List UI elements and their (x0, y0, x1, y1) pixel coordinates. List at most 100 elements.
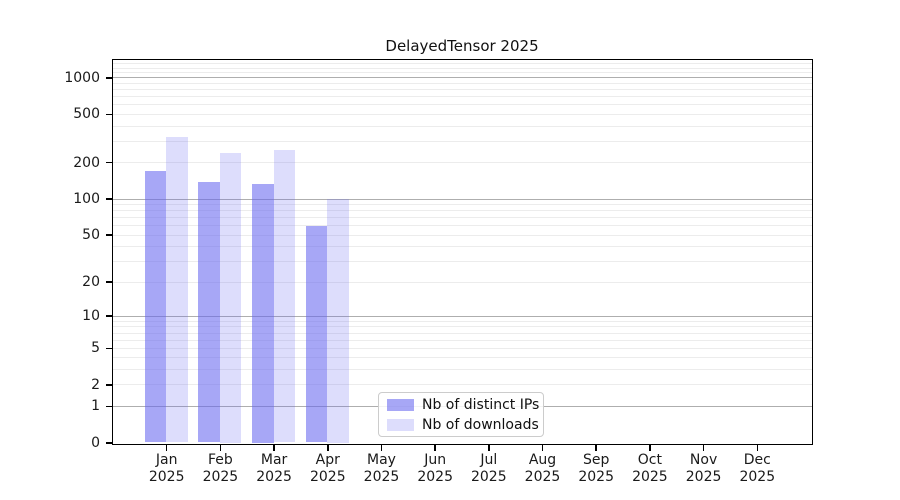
x-tick-month: Mar (260, 452, 288, 468)
y-tick-label: 0 (91, 435, 100, 451)
gridline-minor (112, 67, 812, 69)
y-tick (106, 77, 112, 79)
gridline-minor (112, 63, 812, 65)
gridline-major (112, 198, 812, 200)
x-tick (488, 444, 490, 451)
y-tick (106, 161, 112, 164)
x-tick-month: Jun (424, 452, 447, 468)
y-tick-label: 200 (73, 154, 100, 171)
x-tick (327, 444, 329, 451)
y-tick-label: 1 (91, 398, 100, 415)
x-tick-label: Sep 2025 (561, 452, 631, 486)
x-tick-label: Apr 2025 (293, 452, 363, 486)
x-tick (702, 444, 705, 451)
y-tick-label: 2 (91, 376, 100, 393)
gridline-major (112, 77, 812, 79)
x-tick-year: 2025 (202, 469, 239, 485)
x-tick-month: Oct (637, 452, 662, 468)
y-tick-label: 1000 (64, 69, 100, 86)
x-tick-label: Jan 2025 (132, 452, 202, 486)
x-tick-label: Nov 2025 (669, 452, 739, 486)
legend-label-distinct-ips: Nb of distinct IPs (422, 396, 540, 413)
bar-distinct-ips (305, 226, 328, 443)
x-tick (649, 444, 651, 451)
y-tick (106, 234, 112, 236)
y-tick-label: 500 (73, 106, 100, 123)
y-tick (106, 198, 112, 200)
x-tick (380, 444, 383, 451)
plot-area (111, 58, 813, 445)
y-tick (106, 405, 112, 408)
gridline-minor (112, 347, 812, 349)
legend: Nb of distinct IPs Nb of downloads (378, 392, 544, 437)
y-tick (106, 442, 112, 444)
gridline-minor (112, 104, 812, 106)
x-tick-month: Dec (743, 452, 771, 468)
gridline-minor (112, 96, 812, 98)
x-tick-month: May (367, 452, 396, 468)
x-tick-year: 2025 (739, 469, 776, 485)
gridline-minor (112, 162, 812, 164)
gridline-minor (112, 204, 812, 205)
gridline-minor (112, 281, 812, 283)
x-tick-month: Feb (207, 452, 233, 468)
x-tick (165, 444, 168, 451)
gridline-minor (112, 82, 812, 84)
gridline-minor (112, 217, 812, 219)
x-tick-label: May 2025 (347, 452, 417, 486)
x-tick-year: 2025 (470, 469, 507, 485)
legend-swatch-downloads (387, 418, 414, 431)
x-tick (219, 444, 222, 451)
gridline-minor (112, 384, 812, 386)
x-tick-year: 2025 (632, 469, 668, 485)
gridline-major (112, 315, 812, 317)
chart-title: DelayedTensor 2025 (385, 37, 539, 55)
gridline-minor (112, 210, 812, 212)
gridline-minor (112, 369, 812, 371)
x-tick-year: 2025 (309, 469, 346, 485)
x-tick (541, 444, 544, 451)
gridline-minor (112, 72, 812, 74)
gridline-minor (112, 140, 812, 142)
x-tick-month: Apr (315, 452, 340, 468)
x-tick-month: Aug (528, 452, 557, 468)
y-tick (106, 347, 112, 350)
gridline-minor (112, 339, 812, 341)
bar-downloads (327, 198, 349, 443)
x-tick-month: Jul (480, 452, 498, 468)
x-tick-year: 2025 (578, 469, 614, 485)
x-tick (273, 444, 275, 451)
gridline-minor (112, 357, 812, 359)
legend-swatch-distinct-ips (387, 398, 414, 411)
gridline-minor (112, 332, 812, 334)
x-tick (756, 444, 759, 451)
x-tick-label: Jul 2025 (454, 452, 524, 486)
x-tick-label: Feb 2025 (185, 452, 255, 486)
gridline-minor (112, 125, 812, 127)
y-tick (106, 113, 112, 116)
bar-downloads (273, 150, 296, 443)
gridline-minor (112, 89, 812, 91)
x-tick-month: Jan (155, 452, 178, 468)
x-tick-label: Aug 2025 (508, 452, 578, 486)
y-tick (106, 281, 112, 283)
x-tick-year: 2025 (417, 469, 453, 485)
gridline-minor (112, 326, 812, 328)
x-tick-label: Oct 2025 (615, 452, 685, 486)
y-tick-label: 20 (82, 274, 100, 291)
x-tick-year: 2025 (685, 469, 722, 485)
x-tick-year: 2025 (524, 469, 561, 485)
x-tick-label: Mar 2025 (239, 452, 309, 486)
bar-downloads (166, 137, 188, 443)
x-tick-label: Jun 2025 (400, 452, 470, 486)
x-tick-month: Nov (689, 452, 718, 468)
x-tick-label: Dec 2025 (722, 452, 792, 486)
y-tick-label: 100 (73, 191, 100, 207)
y-tick (106, 384, 112, 386)
legend-label-downloads: Nb of downloads (422, 416, 539, 433)
x-tick-year: 2025 (256, 469, 292, 485)
y-tick-label: 10 (82, 308, 100, 325)
gridline-minor (112, 113, 812, 115)
x-tick-month: Sep (582, 452, 610, 468)
